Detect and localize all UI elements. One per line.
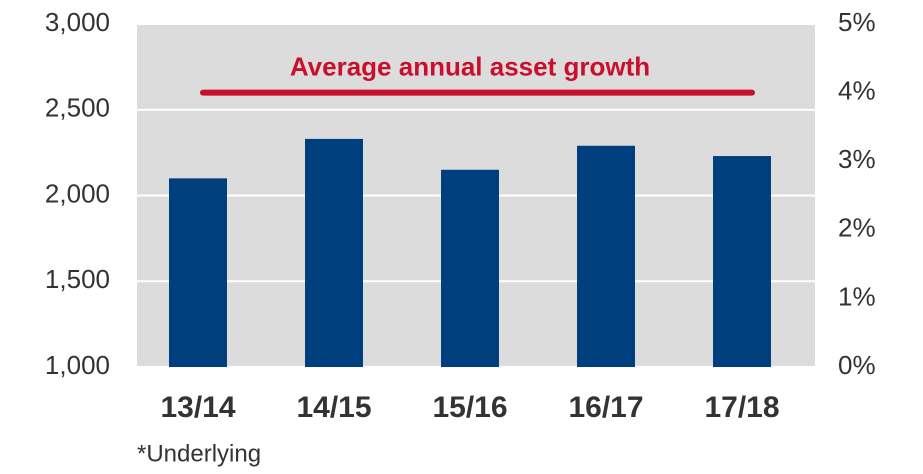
footnote: *Underlying [137, 440, 261, 467]
bar [577, 145, 635, 367]
bar [713, 156, 771, 367]
bar [169, 178, 227, 367]
y-tick-label: 2,000 [45, 178, 110, 208]
x-tick-label: 17/18 [704, 391, 779, 424]
y-tick-label: 3,000 [45, 7, 110, 37]
y2-tick-label: 2% [838, 213, 876, 243]
y2-tick-label: 0% [838, 350, 876, 380]
x-tick-label: 14/15 [296, 391, 371, 424]
y2-tick-label: 3% [838, 144, 876, 174]
y2-tick-label: 1% [838, 281, 876, 311]
y-tick-label: 1,000 [45, 350, 110, 380]
x-tick-label: 16/17 [568, 391, 643, 424]
bar [441, 169, 499, 367]
y-tick-label: 2,500 [45, 93, 110, 123]
x-tick-label: 15/16 [432, 391, 507, 424]
y2-tick-label: 4% [838, 75, 876, 105]
bar [305, 138, 363, 367]
y-tick-label: 1,500 [45, 264, 110, 294]
x-tick-label: 13/14 [160, 391, 235, 424]
y2-tick-label: 5% [838, 7, 876, 37]
annotation-text: Average annual asset growth [290, 51, 650, 81]
